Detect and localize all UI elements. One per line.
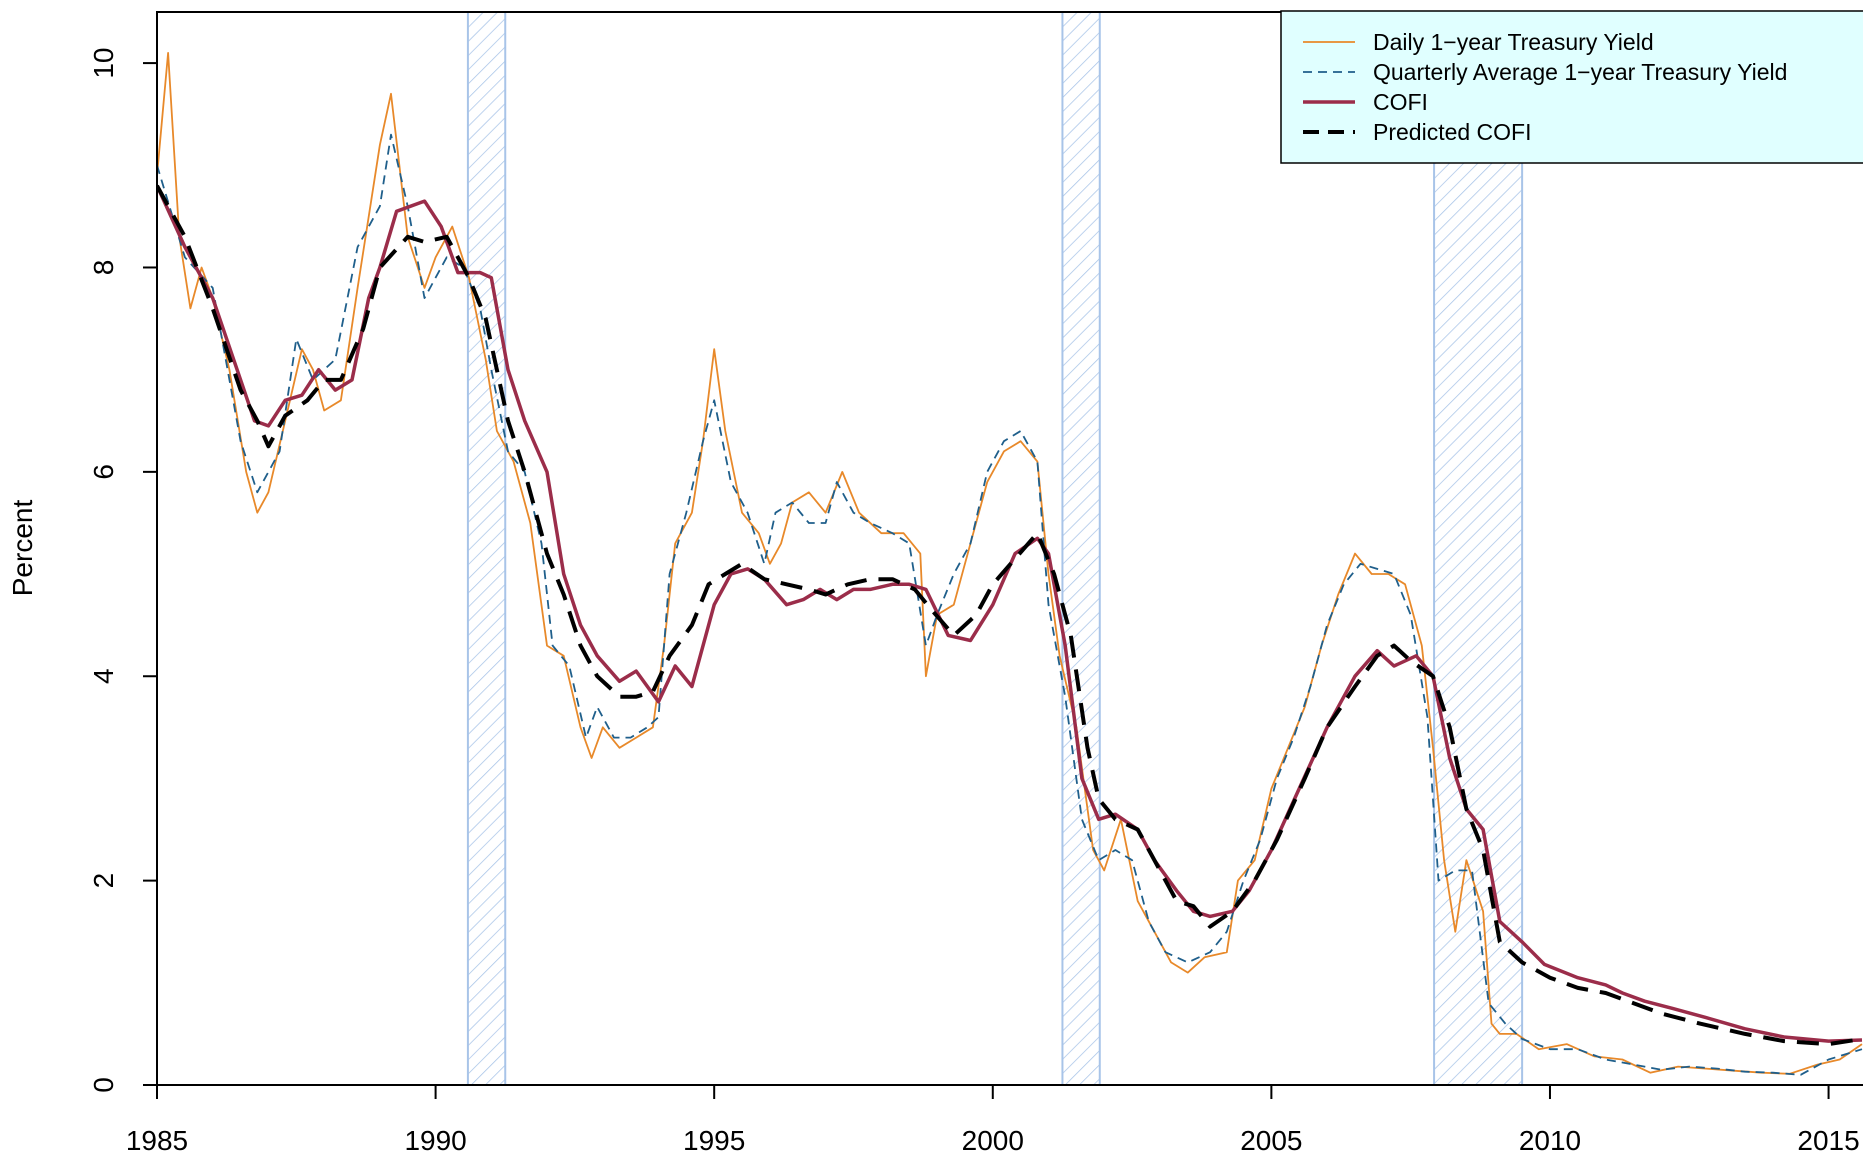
recession-band xyxy=(466,12,507,1085)
y-tick-label: 10 xyxy=(88,48,119,79)
series-line xyxy=(157,184,1863,1043)
y-tick-label: 6 xyxy=(88,464,119,480)
y-tick-label: 2 xyxy=(88,873,119,889)
series-line xyxy=(157,52,1863,1075)
legend-label: Quarterly Average 1−year Treasury Yield xyxy=(1373,59,1787,85)
series-line xyxy=(157,133,1863,1076)
x-tick-label: 2000 xyxy=(962,1125,1024,1156)
x-tick-label: 1995 xyxy=(683,1125,745,1156)
x-tick-label: 1990 xyxy=(404,1125,466,1156)
recession-band xyxy=(1061,12,1101,1085)
x-tick-label: 2015 xyxy=(1797,1125,1859,1156)
legend-box xyxy=(1280,10,1863,164)
legend-label: COFI xyxy=(1373,89,1428,115)
y-tick-label: 0 xyxy=(88,1077,119,1093)
y-tick-label: 8 xyxy=(88,260,119,276)
x-tick-label: 2005 xyxy=(1240,1125,1302,1156)
legend-label: Predicted COFI xyxy=(1373,119,1532,145)
x-tick-label: 2010 xyxy=(1519,1125,1581,1156)
x-tick-label: 1985 xyxy=(126,1125,188,1156)
series-line xyxy=(157,184,1863,1047)
plot-frame xyxy=(156,11,1863,1086)
legend: Daily 1−year Treasury Yield Quarterly Ave… xyxy=(1280,10,1863,164)
y-axis-label: Percent xyxy=(7,500,38,597)
plot-area xyxy=(157,12,1863,1085)
recession-band xyxy=(1433,12,1524,1085)
legend-label: Daily 1−year Treasury Yield xyxy=(1373,29,1654,55)
y-tick-label: 4 xyxy=(88,668,119,684)
